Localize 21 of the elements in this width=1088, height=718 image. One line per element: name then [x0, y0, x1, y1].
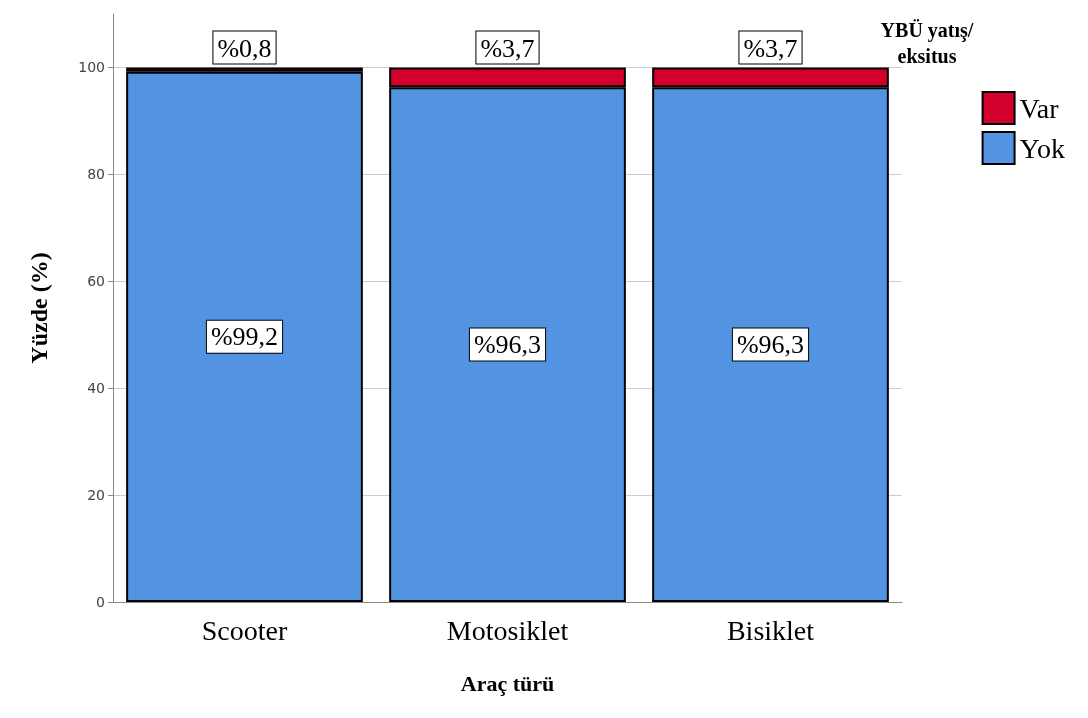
x-tick-label: Scooter: [201, 614, 288, 646]
data-label: %3,7: [480, 33, 535, 63]
data-label: %99,2: [210, 322, 279, 352]
y-tick-label: 60: [87, 273, 105, 290]
y-axis-title: Yüzde (%): [26, 252, 52, 364]
y-tick-label: 100: [78, 59, 105, 76]
legend-label: Yok: [1019, 132, 1065, 164]
legend-title: YBÜ yatış/eksitus: [880, 19, 974, 67]
x-tick-label: Bisiklet: [726, 614, 815, 646]
data-label: %96,3: [473, 330, 542, 360]
x-axis-title: Araç türü: [460, 670, 555, 696]
legend-label: Var: [1019, 92, 1060, 124]
data-label: %96,3: [736, 330, 805, 360]
x-tick-label: Motosiklet: [446, 614, 569, 646]
data-label: %0,8: [217, 33, 272, 63]
data-label: %3,7: [743, 33, 798, 63]
y-tick-label: 80: [87, 166, 105, 183]
y-tick-label: 40: [87, 380, 105, 397]
y-tick-label: 0: [96, 594, 105, 610]
y-tick-label: 20: [87, 487, 105, 504]
bar: [126, 71, 363, 602]
